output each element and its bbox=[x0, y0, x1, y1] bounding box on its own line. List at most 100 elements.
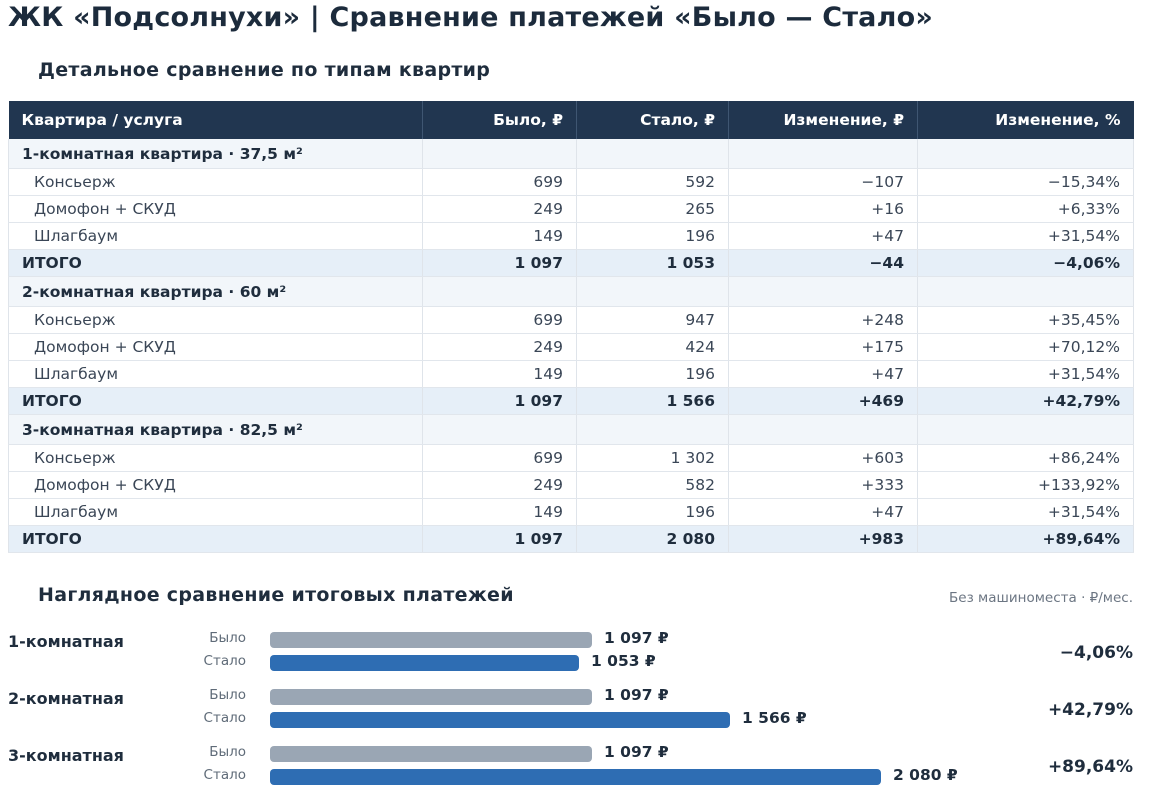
change-value: +16 bbox=[728, 195, 918, 223]
table-row: Домофон + СКУД 249 424 +175 +70,12% bbox=[8, 333, 1134, 361]
col-header-before: Было, ₽ bbox=[422, 101, 577, 139]
group-name: 3-комнатная квартира · 82,5 м² bbox=[8, 414, 423, 445]
after-value: 592 bbox=[576, 168, 729, 196]
bar-value-label: 1 097 ₽ bbox=[604, 629, 669, 647]
table-row: Консьерж 699 1 302 +603 +86,24% bbox=[8, 444, 1134, 472]
total-change: −44 bbox=[728, 249, 918, 277]
change-pct-value: −15,34% bbox=[917, 168, 1134, 196]
col-header-change: Изменение, ₽ bbox=[728, 101, 918, 139]
before-value: 699 bbox=[422, 306, 577, 334]
col-header-change-pct: Изменение, % bbox=[917, 101, 1134, 139]
after-value: 196 bbox=[576, 360, 729, 388]
bar-before bbox=[270, 746, 592, 762]
before-value: 149 bbox=[422, 360, 577, 388]
table-header-row: Квартира / услуга Было, ₽ Стало, ₽ Измен… bbox=[8, 101, 1134, 139]
table-row: Домофон + СКУД 249 265 +16 +6,33% bbox=[8, 195, 1134, 223]
after-value: 196 bbox=[576, 222, 729, 250]
series-label: Было bbox=[209, 744, 246, 760]
units-note: Без машиноместа · ₽/мес. bbox=[949, 590, 1133, 606]
total-change-pct: +42,79% bbox=[917, 387, 1134, 415]
bar-value-label: 1 053 ₽ bbox=[591, 652, 656, 670]
series-label: Стало bbox=[203, 767, 246, 783]
total-row: ИТОГО 1 097 1 566 +469 +42,79% bbox=[8, 387, 1134, 415]
total-change: +983 bbox=[728, 525, 918, 553]
total-change: +469 bbox=[728, 387, 918, 415]
series-label: Было bbox=[209, 687, 246, 703]
change-pct-value: +86,24% bbox=[917, 444, 1134, 472]
group-row: 3-комнатная квартира · 82,5 м² bbox=[8, 414, 1134, 445]
service-name: Шлагбаум bbox=[8, 222, 423, 250]
total-before: 1 097 bbox=[422, 249, 577, 277]
total-label: ИТОГО bbox=[8, 249, 423, 277]
change-value: +175 bbox=[728, 333, 918, 361]
service-name: Домофон + СКУД bbox=[8, 195, 423, 223]
service-name: Шлагбаум bbox=[8, 498, 423, 526]
series-label: Стало bbox=[203, 653, 246, 669]
page-title: ЖК «Подсолнухи» | Сравнение платежей «Бы… bbox=[8, 2, 933, 33]
service-name: Консьерж bbox=[8, 168, 423, 196]
bar-after bbox=[270, 712, 730, 728]
table-row: Шлагбаум 149 196 +47 +31,54% bbox=[8, 498, 1134, 526]
chart-category-label: 3-комнатная bbox=[8, 746, 124, 765]
total-row: ИТОГО 1 097 2 080 +983 +89,64% bbox=[8, 525, 1134, 553]
change-value: +47 bbox=[728, 498, 918, 526]
service-name: Домофон + СКУД bbox=[8, 471, 423, 499]
change-pct-value: +70,12% bbox=[917, 333, 1134, 361]
total-after: 1 566 bbox=[576, 387, 729, 415]
before-value: 699 bbox=[422, 168, 577, 196]
bar-value-label: 1 566 ₽ bbox=[742, 709, 807, 727]
group-row: 2-комнатная квартира · 60 м² bbox=[8, 276, 1134, 307]
change-value: +333 bbox=[728, 471, 918, 499]
table-row: Домофон + СКУД 249 582 +333 +133,92% bbox=[8, 471, 1134, 499]
after-value: 196 bbox=[576, 498, 729, 526]
service-name: Домофон + СКУД bbox=[8, 333, 423, 361]
before-value: 149 bbox=[422, 222, 577, 250]
service-name: Шлагбаум bbox=[8, 360, 423, 388]
group-name: 1-комнатная квартира · 37,5 м² bbox=[8, 139, 423, 169]
after-value: 582 bbox=[576, 471, 729, 499]
change-pct-value: +31,54% bbox=[917, 498, 1134, 526]
total-row: ИТОГО 1 097 1 053 −44 −4,06% bbox=[8, 249, 1134, 277]
chart-category-label: 2-комнатная bbox=[8, 689, 124, 708]
after-value: 1 302 bbox=[576, 444, 729, 472]
before-value: 699 bbox=[422, 444, 577, 472]
change-pct-value: +133,92% bbox=[917, 471, 1134, 499]
bar-before bbox=[270, 689, 592, 705]
group-row: 1-комнатная квартира · 37,5 м² bbox=[8, 139, 1134, 169]
table-row: Консьерж 699 947 +248 +35,45% bbox=[8, 306, 1134, 334]
group-name: 2-комнатная квартира · 60 м² bbox=[8, 276, 423, 307]
change-pct-value: +31,54% bbox=[917, 222, 1134, 250]
change-value: +47 bbox=[728, 360, 918, 388]
change-pct-value: +31,54% bbox=[917, 360, 1134, 388]
visual-section-title: Наглядное сравнение итоговых платежей bbox=[38, 584, 514, 606]
change-pct-value: +6,33% bbox=[917, 195, 1134, 223]
total-change-pct: +89,64% bbox=[917, 525, 1134, 553]
total-after: 1 053 bbox=[576, 249, 729, 277]
bar-before bbox=[270, 632, 592, 648]
bar-value-label: 1 097 ₽ bbox=[604, 743, 669, 761]
total-change-pct: −4,06% bbox=[917, 249, 1134, 277]
after-value: 947 bbox=[576, 306, 729, 334]
bar-value-label: 2 080 ₽ bbox=[893, 766, 958, 784]
change-value: −107 bbox=[728, 168, 918, 196]
after-value: 424 bbox=[576, 333, 729, 361]
detail-section-title: Детальное сравнение по типам квартир bbox=[38, 59, 491, 81]
col-header-after: Стало, ₽ bbox=[576, 101, 729, 139]
service-name: Консьерж bbox=[8, 444, 423, 472]
change-value: +603 bbox=[728, 444, 918, 472]
before-value: 249 bbox=[422, 195, 577, 223]
col-header-apartment: Квартира / услуга bbox=[8, 101, 423, 139]
bar-value-label: 1 097 ₽ bbox=[604, 686, 669, 704]
before-value: 249 bbox=[422, 333, 577, 361]
total-label: ИТОГО bbox=[8, 387, 423, 415]
change-pct-value: +35,45% bbox=[917, 306, 1134, 334]
before-value: 149 bbox=[422, 498, 577, 526]
change-value: +248 bbox=[728, 306, 918, 334]
series-label: Было bbox=[209, 630, 246, 646]
chart-category-label: 1-комнатная bbox=[8, 632, 124, 651]
change-percent: +89,64% bbox=[1047, 757, 1133, 777]
bar-after bbox=[270, 655, 579, 671]
table-row: Шлагбаум 149 196 +47 +31,54% bbox=[8, 222, 1134, 250]
bar-after bbox=[270, 769, 881, 785]
total-label: ИТОГО bbox=[8, 525, 423, 553]
